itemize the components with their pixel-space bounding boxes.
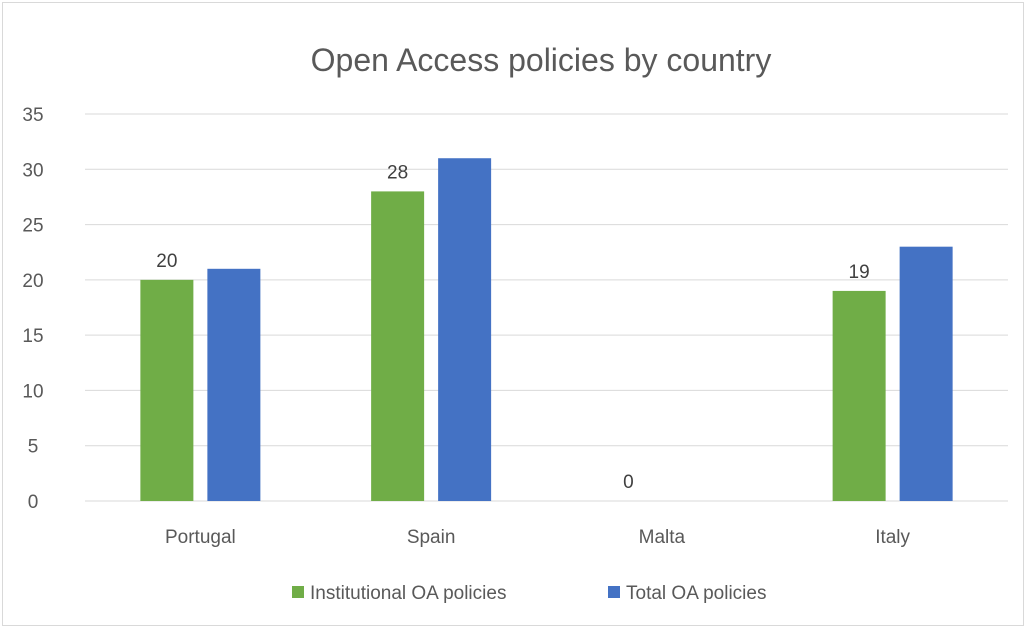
data-label: 20 <box>156 251 177 272</box>
y-tick-label: 25 <box>22 216 43 237</box>
y-tick-label: 30 <box>22 160 43 181</box>
legend: Institutional OA policies Total OA polici… <box>292 583 766 604</box>
x-tick-label: Spain <box>407 527 456 548</box>
data-labels: 20 28 0 19 <box>156 162 869 493</box>
y-axis-ticks: 0 5 10 15 20 25 30 35 <box>22 105 43 513</box>
chart-title: Open Access policies by country <box>311 42 772 78</box>
legend-label: Total OA policies <box>626 583 766 604</box>
legend-label: Institutional OA policies <box>310 583 506 604</box>
y-tick-label: 35 <box>22 105 43 126</box>
x-tick-label: Malta <box>639 527 686 548</box>
bar-chart: Open Access policies by country 0 5 10 15 20… <box>22 42 1008 604</box>
bar <box>207 268 261 501</box>
legend-swatch <box>608 586 620 598</box>
y-tick-label: 0 <box>28 492 39 513</box>
data-label: 28 <box>387 162 408 183</box>
bar <box>832 290 886 501</box>
bar <box>899 246 953 501</box>
bar <box>140 279 194 501</box>
x-axis-categories: Portugal Spain Malta Italy <box>165 527 911 548</box>
y-tick-label: 5 <box>28 437 39 458</box>
data-label: 0 <box>623 472 634 493</box>
data-label: 19 <box>849 262 870 283</box>
bar <box>438 158 492 501</box>
y-tick-label: 15 <box>22 326 43 347</box>
bars <box>140 158 953 501</box>
bar <box>371 191 425 501</box>
x-tick-label: Italy <box>875 527 910 548</box>
x-tick-label: Portugal <box>165 527 236 548</box>
y-tick-label: 10 <box>22 381 43 402</box>
y-tick-label: 20 <box>22 271 43 292</box>
legend-swatch <box>292 586 304 598</box>
